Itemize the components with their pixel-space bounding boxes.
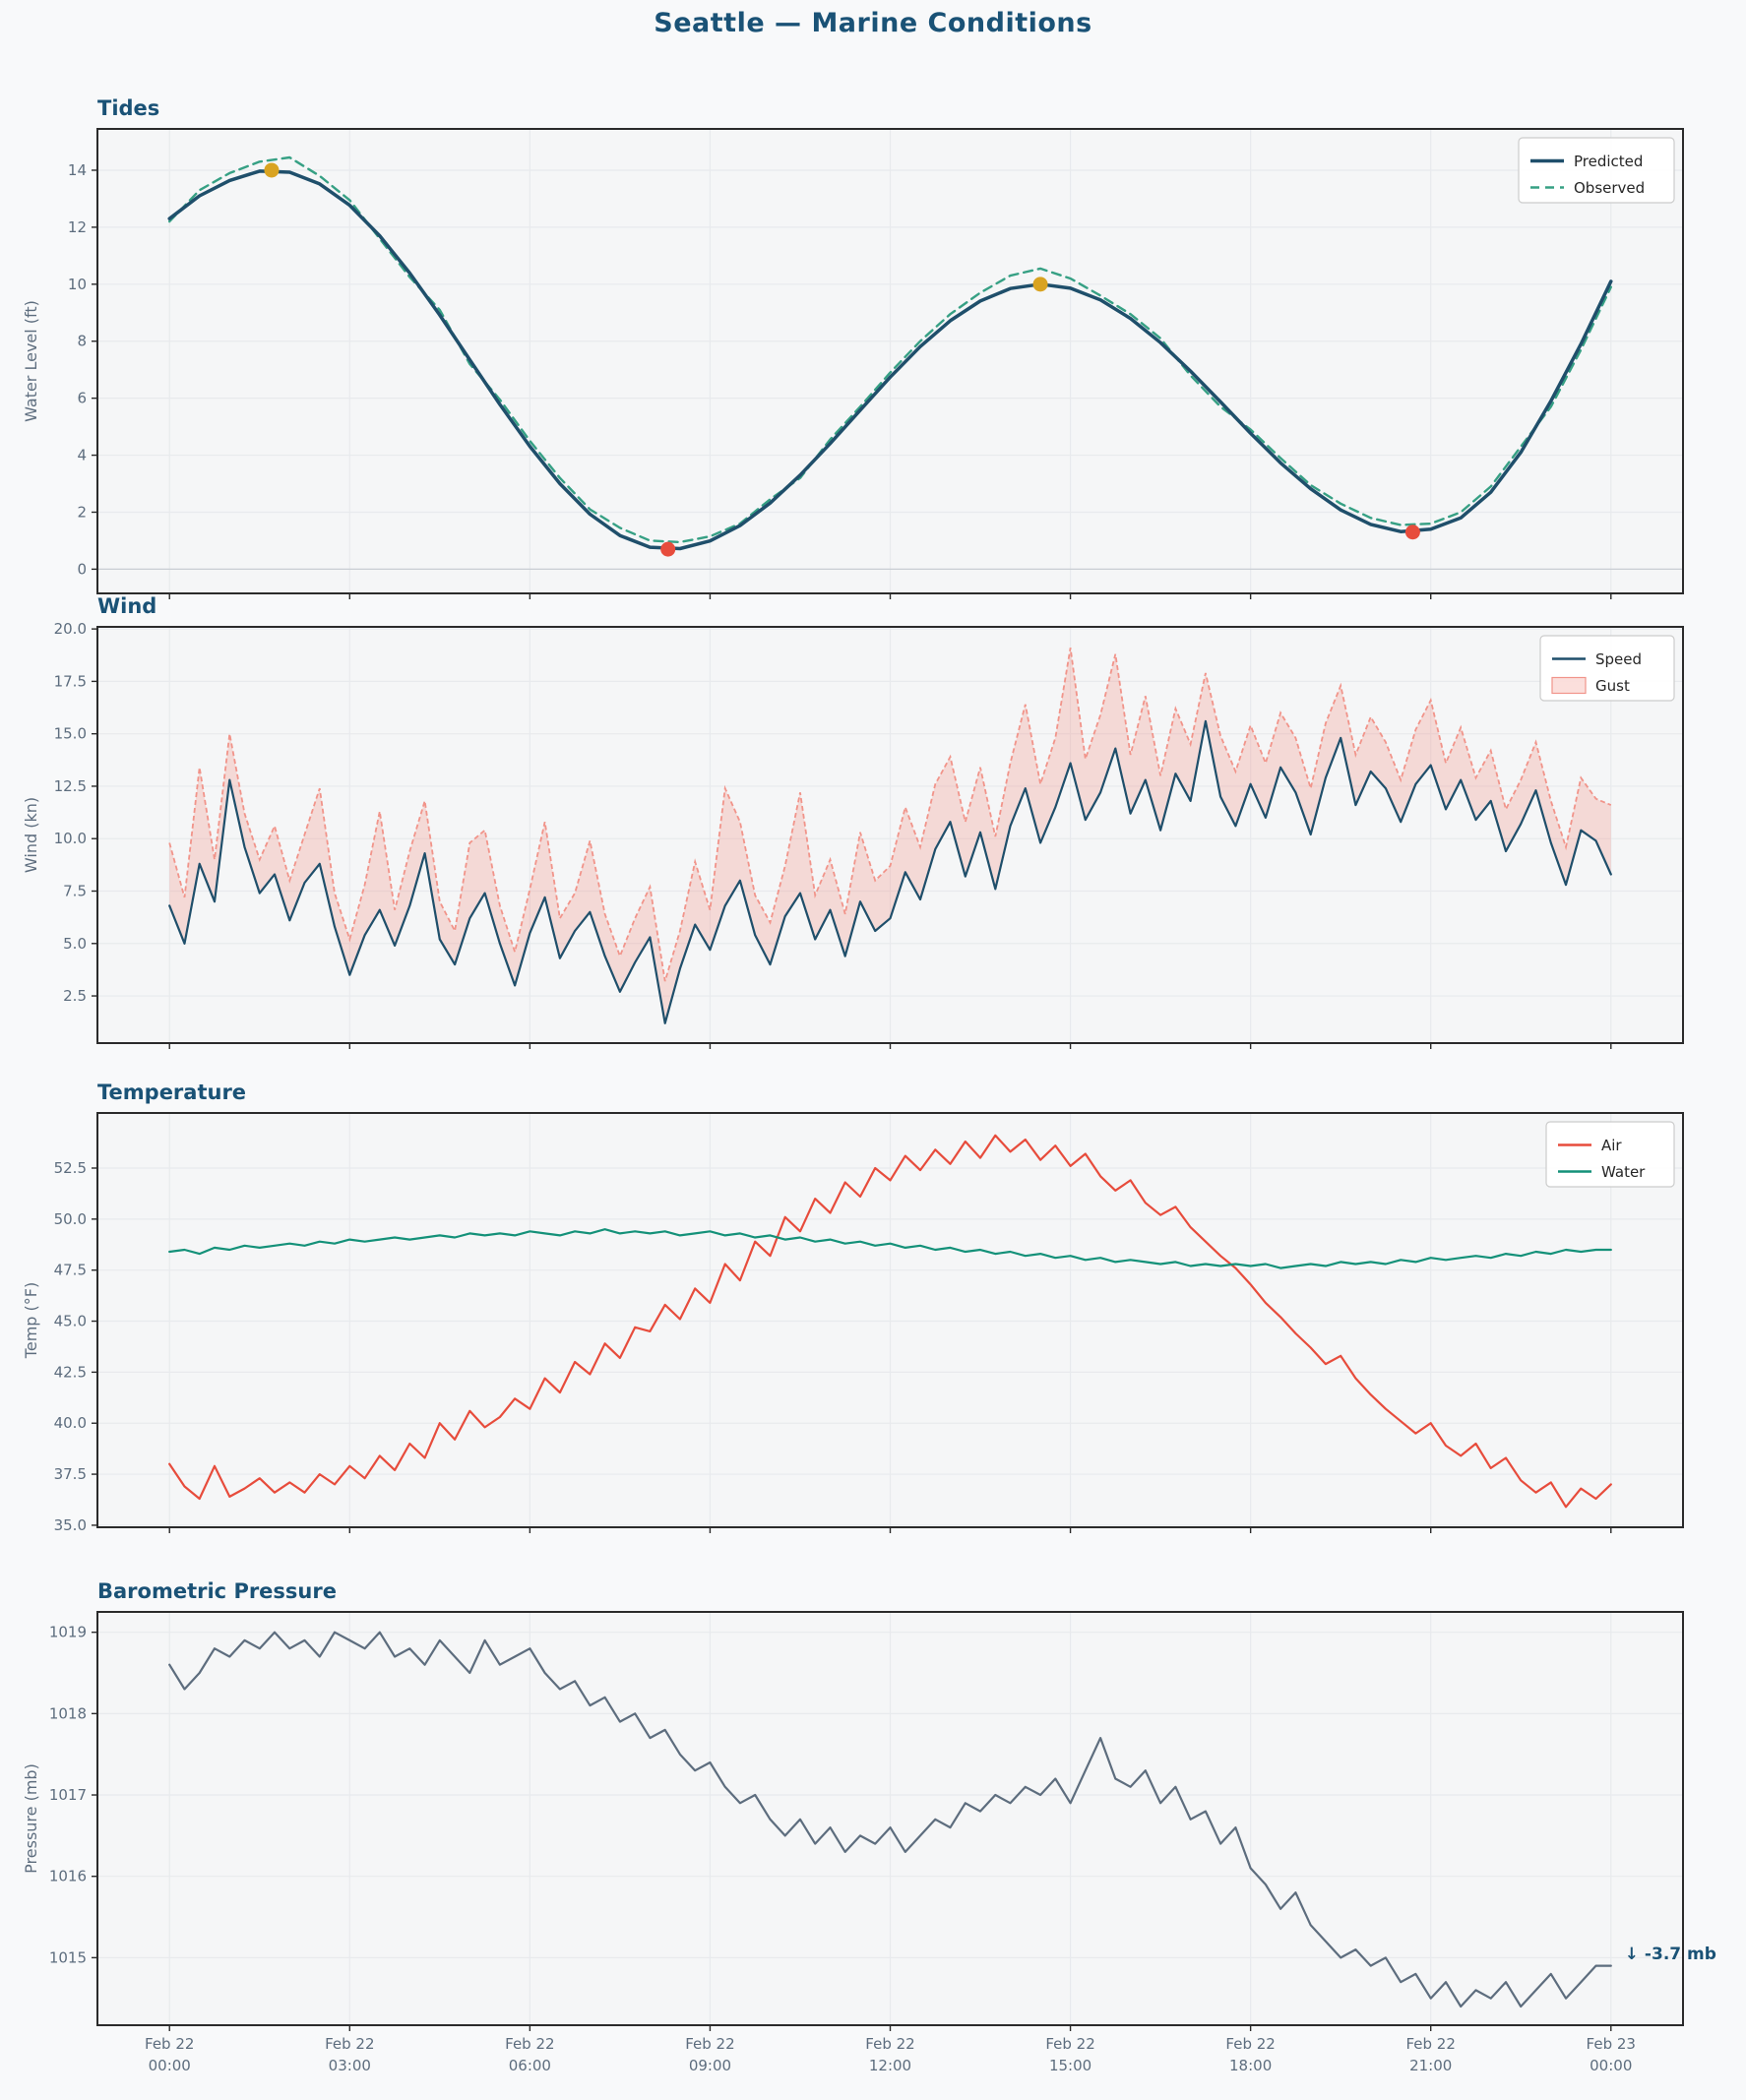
wind-title: Wind <box>97 594 156 618</box>
temperature-air-line <box>168 1134 1612 1509</box>
wind-legend: Speed Gust <box>1539 635 1675 702</box>
legend-item-label: Speed <box>1595 650 1642 668</box>
legend-item-label: Gust <box>1595 677 1630 695</box>
wind-ytick-label: 7.5 <box>63 883 87 900</box>
main-title: Seattle — Marine Conditions <box>654 8 1092 38</box>
xtick-label-time: 15:00 <box>1049 2057 1091 2074</box>
xtick-label-time: 00:00 <box>1590 2057 1632 2074</box>
tides-ytick-label: 6 <box>77 390 87 407</box>
tides-ytick-label: 12 <box>68 218 87 236</box>
xtick-label-date: Feb 23 <box>1587 2035 1636 2053</box>
legend-item-label: Air <box>1601 1137 1622 1154</box>
tides-ytick-label: 2 <box>77 503 87 521</box>
xtick-label-time: 03:00 <box>329 2057 371 2074</box>
wind-ytick-label: 17.5 <box>54 672 87 690</box>
tides-predicted-line <box>167 169 1613 551</box>
tides-observed-line <box>168 155 1612 544</box>
pressure-axis-label: Pressure (mb) <box>22 1763 40 1874</box>
temperature-water-line <box>168 1228 1612 1269</box>
temperature-ytick-label: 52.5 <box>54 1159 87 1177</box>
wind-speed-line <box>168 719 1612 1024</box>
temperature-ytick-label: 50.0 <box>54 1210 87 1228</box>
tides-ytick-label: 0 <box>77 560 87 578</box>
temperature-panel: 35.0 37.5 40.0 42.5 45.0 47.5 50.0 52.5 Temp (°F… <box>22 1081 1684 1534</box>
xtick-label-date: Feb 22 <box>145 2035 194 2053</box>
temperature-ytick-label: 45.0 <box>54 1313 87 1330</box>
xtick-label-date: Feb 22 <box>325 2035 374 2053</box>
pressure-ytick-label: 1016 <box>49 1868 87 1885</box>
xtick-label-time: 18:00 <box>1229 2057 1272 2074</box>
legend-item-label: Water <box>1601 1163 1646 1181</box>
temperature-ytick-label: 40.0 <box>54 1414 87 1432</box>
legend-item-label: Observed <box>1574 179 1645 197</box>
wind-ytick-label: 5.0 <box>63 935 87 953</box>
legend-swatch-patch <box>1551 676 1587 695</box>
tides-ytick-label: 14 <box>68 161 87 179</box>
xtick-label-time: 21:00 <box>1409 2057 1452 2074</box>
pressure-ytick-label: 1017 <box>49 1786 87 1804</box>
high-tide-marker <box>264 162 280 178</box>
pressure-ytick-label: 1015 <box>49 1948 87 1966</box>
xtick-label-date: Feb 22 <box>865 2035 914 2053</box>
xtick-label-time: 12:00 <box>869 2057 911 2074</box>
pressure-title: Barometric Pressure <box>97 1579 337 1603</box>
xtick-label-time: 00:00 <box>149 2057 191 2074</box>
xtick-label-time: 06:00 <box>509 2057 551 2074</box>
low-tide-marker <box>660 541 676 557</box>
tides-ytick-label: 10 <box>68 276 87 293</box>
tides-legend-box <box>1518 137 1675 204</box>
tides-panel: 0 2 4 6 8 10 12 14 Water Level (ft) Tides Predicte… <box>22 96 1684 599</box>
pressure-pressure-line <box>168 1631 1612 2008</box>
temperature-ytick-label: 47.5 <box>54 1262 87 1279</box>
wind-ytick-label: 10.0 <box>54 830 87 847</box>
tides-axis-label: Water Level (ft) <box>22 300 40 422</box>
wind-legend-box <box>1539 635 1675 702</box>
tides-legend: Predicted Observed <box>1518 137 1675 204</box>
pressure-change-annotation: ↓ -3.7 mb <box>1625 1945 1716 1964</box>
legend-item-label: Predicted <box>1574 153 1643 170</box>
wind-ytick-label: 2.5 <box>63 987 87 1005</box>
low-tide-marker <box>1404 525 1420 540</box>
xtick-label-date: Feb 22 <box>1405 2035 1455 2053</box>
wind-axis-label: Wind (kn) <box>22 797 40 873</box>
pressure-ytick-label: 1018 <box>49 1704 87 1722</box>
tides-ytick-label: 8 <box>77 333 87 350</box>
xtick-label-time: 09:00 <box>689 2057 731 2074</box>
temperature-title: Temperature <box>97 1081 246 1104</box>
xtick-label-date: Feb 22 <box>505 2035 554 2053</box>
temperature-ytick-label: 37.5 <box>54 1465 87 1483</box>
xtick-label-date: Feb 22 <box>1045 2035 1094 2053</box>
wind-ytick-label: 15.0 <box>54 725 87 743</box>
temperature-axis-label: Temp (°F) <box>22 1282 40 1359</box>
tides-title: Tides <box>97 96 159 120</box>
pressure-panel: 1015 1016 1017 1018 1019 Feb 22 00:00 Feb 22 03:… <box>22 1579 1716 2074</box>
wind-gust-band <box>169 648 1611 1023</box>
high-tide-marker <box>1032 277 1048 292</box>
wind-ytick-label: 12.5 <box>54 777 87 795</box>
xtick-label-date: Feb 22 <box>1225 2035 1275 2053</box>
temperature-ytick-label: 35.0 <box>54 1516 87 1534</box>
temperature-legend: Air Water <box>1545 1121 1675 1188</box>
xtick-label-date: Feb 22 <box>685 2035 734 2053</box>
temperature-ytick-label: 42.5 <box>54 1363 87 1381</box>
tides-ytick-label: 4 <box>77 447 87 464</box>
pressure-ytick-label: 1019 <box>49 1624 87 1641</box>
wind-ytick-label: 20.0 <box>54 620 87 638</box>
wind-panel: 2.5 5.0 7.5 10.0 12.5 15.0 17.5 20.0 Wind (kn) Wi… <box>22 594 1684 1049</box>
wind-gust-edge <box>168 648 1612 982</box>
